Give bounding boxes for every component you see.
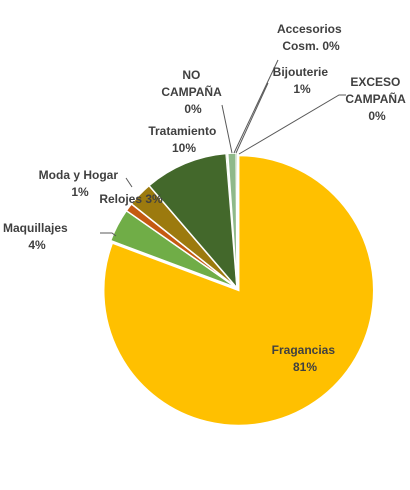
pie-slices [102, 152, 375, 427]
leader-line-moda-hogar [125, 177, 133, 188]
pie-slice-tratamiento [147, 152, 238, 291]
label-exceso-pct: 0% [368, 109, 386, 123]
label-tratamiento-name: Tratamiento [148, 124, 216, 138]
label-accesorios-line1: Accesorios [277, 22, 342, 36]
leader-line-no-campana [221, 104, 233, 154]
label-bijouterie: Bijouterie 1% [273, 65, 332, 96]
leader-lines [100, 59, 346, 237]
label-exceso: EXCESO CAMPAÑA 0% [345, 75, 408, 123]
leader-line-maquillajes [100, 232, 117, 237]
label-no-campana: NO CAMPAÑA 0% [161, 68, 224, 116]
label-bijouterie-pct: 1% [293, 82, 311, 96]
label-fragancias: Fragancias 81% [272, 343, 339, 374]
leader-line-bijouterie [235, 82, 269, 154]
label-maquillajes: Maquillajes 4% [3, 221, 71, 252]
label-moda-hogar: Moda y Hogar 1% [39, 168, 122, 199]
leader-line-exceso [238, 94, 346, 155]
label-maquillajes-name: Maquillajes [3, 221, 68, 235]
label-relojes: Relojes 3% [99, 192, 163, 206]
label-tratamiento-pct: 10% [172, 141, 196, 155]
leader-line-accesorios [233, 59, 279, 154]
label-exceso-line1: EXCESO [350, 75, 400, 89]
label-tratamiento: Tratamiento 10% [148, 124, 219, 155]
label-fragancias-pct: 81% [293, 360, 317, 374]
label-no-campana-line2: CAMPAÑA [161, 84, 222, 99]
label-accesorios: Accesorios Cosm. 0% [277, 22, 345, 53]
label-moda-hogar-name: Moda y Hogar [39, 168, 119, 182]
label-no-campana-pct: 0% [184, 102, 202, 116]
label-no-campana-line1: NO [182, 68, 200, 82]
pie-slice-fragancias [102, 154, 375, 427]
label-exceso-line2: CAMPAÑA [345, 91, 406, 106]
label-moda-hogar-pct: 1% [71, 185, 89, 199]
label-accesorios-line2: Cosm. 0% [282, 39, 340, 53]
label-bijouterie-name: Bijouterie [273, 65, 329, 79]
label-maquillajes-pct: 4% [28, 238, 46, 252]
label-fragancias-name: Fragancias [272, 343, 336, 357]
